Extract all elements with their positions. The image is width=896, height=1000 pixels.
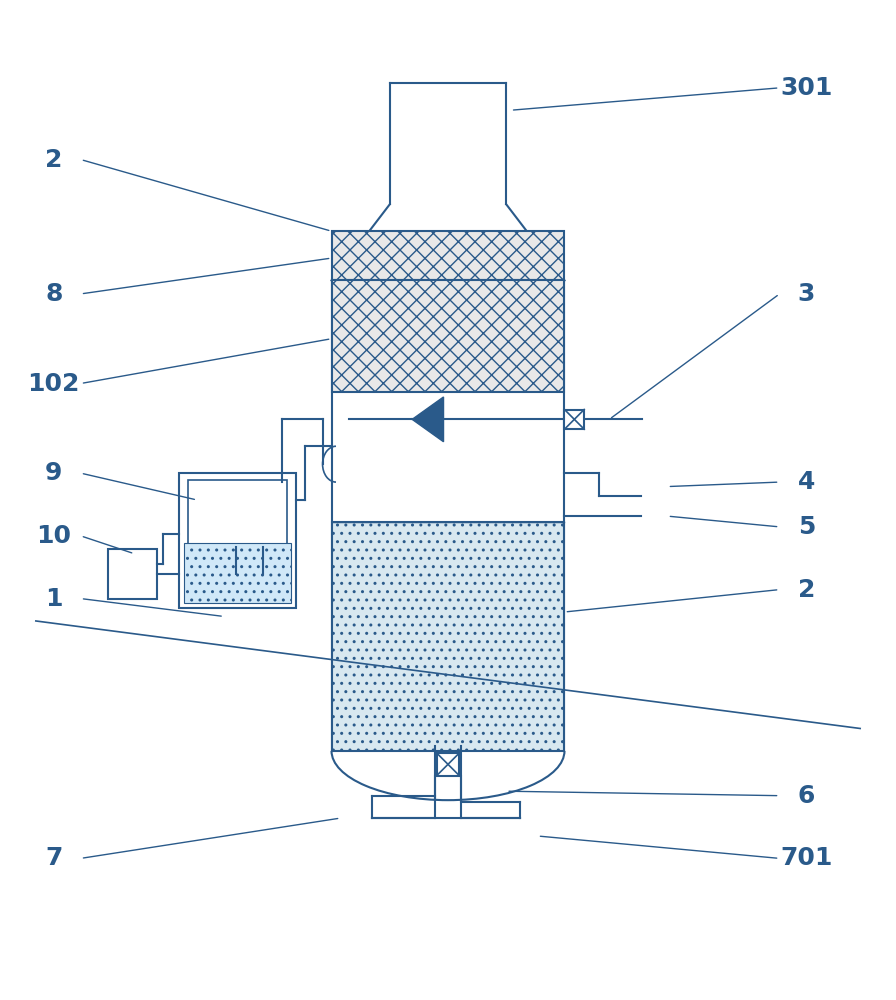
Bar <box>179 473 296 608</box>
Text: 102: 102 <box>28 372 80 396</box>
Text: 301: 301 <box>780 76 832 100</box>
Bar <box>184 543 291 603</box>
Text: 3: 3 <box>797 282 815 306</box>
Bar <box>332 231 564 280</box>
Text: 5: 5 <box>797 515 815 539</box>
Text: 10: 10 <box>36 524 72 548</box>
Bar <box>108 549 157 599</box>
Text: 4: 4 <box>797 470 815 494</box>
Bar <box>332 280 564 392</box>
Text: 1: 1 <box>45 587 63 611</box>
Text: 9: 9 <box>45 461 63 485</box>
Text: 2: 2 <box>797 578 815 602</box>
Bar <box>332 522 564 751</box>
Bar <box>564 410 584 429</box>
Text: 7: 7 <box>45 846 63 870</box>
Text: 701: 701 <box>780 846 832 870</box>
Text: 8: 8 <box>45 282 63 306</box>
Text: 2: 2 <box>45 148 63 172</box>
Bar <box>437 753 460 776</box>
Bar <box>188 480 287 547</box>
Text: 6: 6 <box>797 784 815 808</box>
Polygon shape <box>412 397 444 442</box>
